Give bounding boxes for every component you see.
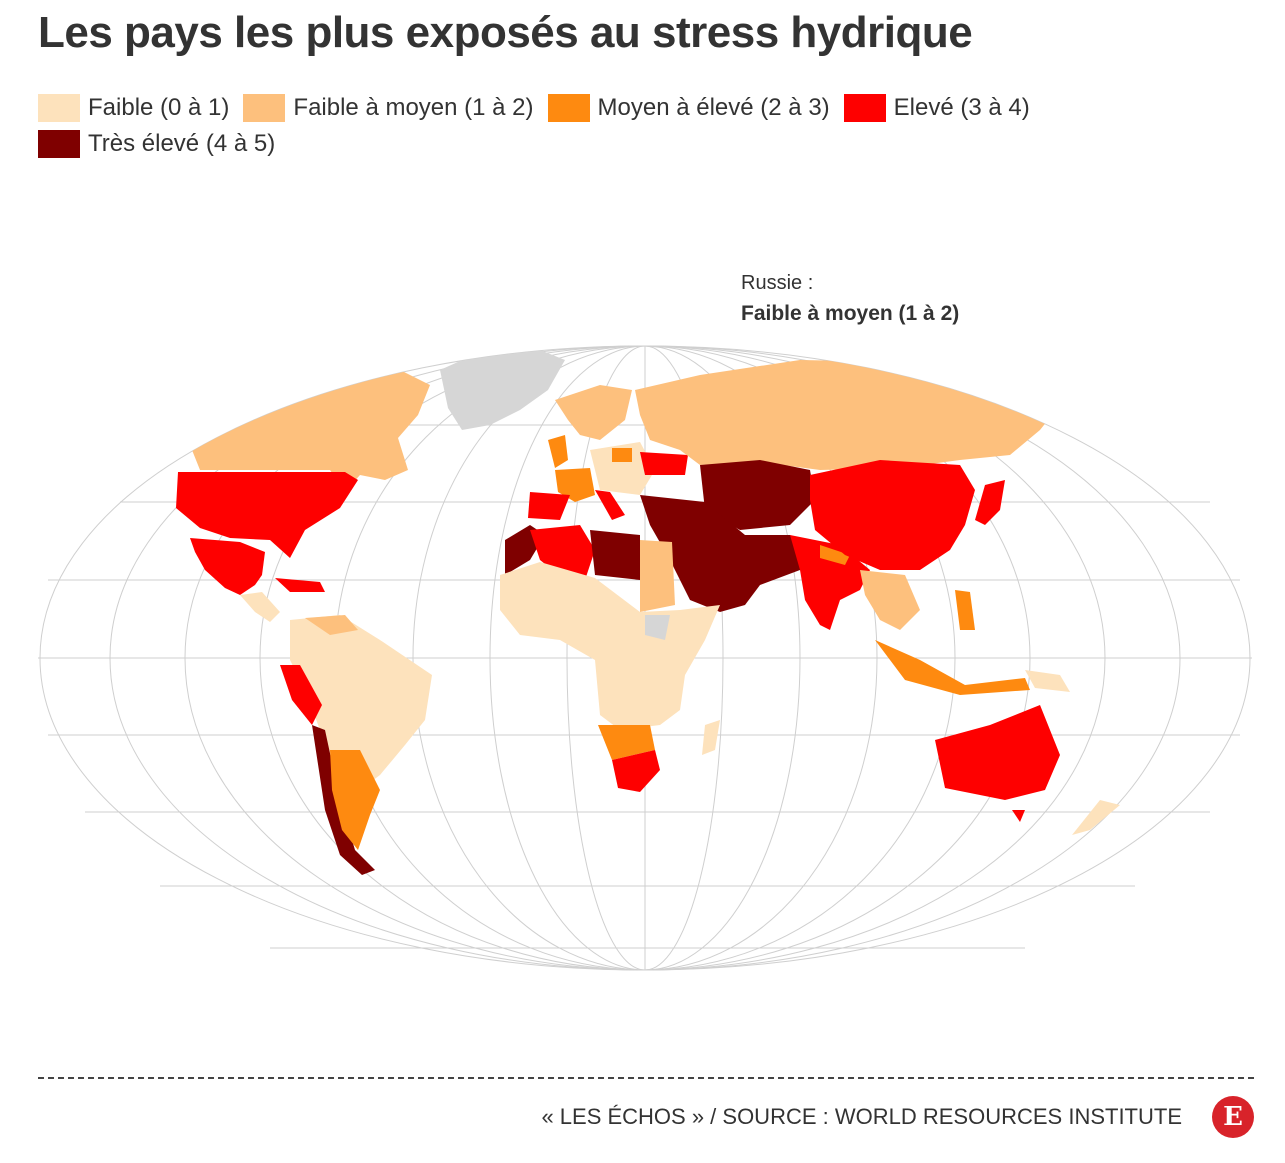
country-venezuela[interactable] (305, 615, 358, 635)
legend-label: Faible à moyen (1 à 2) (293, 94, 534, 121)
legend-item-moyen-eleve: Moyen à élevé (2 à 3) (547, 93, 830, 123)
legend: Faible (0 à 1) Faible à moyen (1 à 2) Mo… (38, 93, 1138, 159)
tooltip-value: Faible à moyen (1 à 2) (741, 302, 960, 325)
country-uk[interactable] (548, 435, 568, 468)
world-map[interactable] (0, 330, 1285, 980)
country-china[interactable] (810, 460, 975, 570)
country-egypt-sudan[interactable] (640, 540, 675, 612)
country-australia[interactable] (935, 705, 1060, 800)
country-scandinavia[interactable] (555, 385, 632, 440)
legend-item-faible-moyen: Faible à moyen (1 à 2) (243, 93, 534, 123)
country-nepal-bangladesh[interactable] (820, 545, 850, 565)
country-spain[interactable] (528, 492, 570, 520)
country-greenland[interactable] (440, 350, 565, 430)
tooltip-country: Russie : (741, 272, 814, 294)
country-usa[interactable] (176, 472, 358, 558)
country-india[interactable] (790, 535, 870, 630)
country-southeast-asia[interactable] (860, 570, 920, 630)
chart-title: Les pays les plus exposés au stress hydr… (38, 8, 973, 57)
country-algeria[interactable] (530, 525, 595, 580)
legend-item-tres-eleve: Très élevé (4 à 5) (38, 129, 275, 159)
country-new-zealand[interactable] (1072, 800, 1120, 835)
country-horn-africa[interactable] (645, 615, 670, 640)
legend-label: Moyen à élevé (2 à 3) (597, 94, 830, 121)
legend-swatch (547, 94, 590, 122)
country-peru[interactable] (280, 665, 322, 725)
map-tooltip: Russie : Faible à moyen (1 à 2) (741, 272, 959, 326)
country-mexico[interactable] (190, 538, 265, 595)
source-credit: « LES ÉCHOS » / SOURCE : WORLD RESOURCES… (541, 1104, 1182, 1129)
country-ukraine[interactable] (640, 452, 688, 475)
country-philippines[interactable] (955, 590, 975, 630)
countries[interactable] (160, 350, 1145, 875)
legend-label: Elevé (3 à 4) (893, 94, 1030, 121)
country-south-africa[interactable] (612, 750, 660, 792)
country-central-america[interactable] (240, 592, 280, 622)
country-argentina[interactable] (330, 750, 380, 850)
legend-label: Très élevé (4 à 5) (88, 130, 276, 157)
legend-item-faible: Faible (0 à 1) (38, 93, 229, 123)
les-echos-logo: E (1212, 1096, 1254, 1138)
country-papua[interactable] (1025, 670, 1070, 692)
legend-label: Faible (0 à 1) (88, 94, 230, 121)
country-caribbean[interactable] (275, 578, 325, 592)
country-madagascar[interactable] (702, 720, 720, 755)
country-middle-east[interactable] (640, 495, 815, 612)
country-tasmania[interactable] (1012, 810, 1025, 822)
country-france[interactable] (555, 468, 595, 502)
country-poland[interactable] (612, 448, 632, 462)
country-russia-far-east[interactable] (1060, 392, 1145, 448)
country-russia[interactable] (635, 360, 1060, 470)
country-sub-saharan-africa[interactable] (500, 562, 720, 730)
country-alaska[interactable] (160, 398, 232, 440)
country-italy[interactable] (595, 490, 625, 520)
legend-swatch (843, 94, 886, 122)
footer-divider (38, 1077, 1254, 1079)
legend-swatch (38, 130, 80, 158)
country-libya[interactable] (590, 530, 640, 580)
country-botswana-namibia[interactable] (598, 725, 655, 760)
legend-swatch (243, 94, 286, 122)
country-chile[interactable] (312, 725, 375, 875)
country-central-europe[interactable] (590, 442, 655, 495)
legend-item-eleve: Elevé (3 à 4) (843, 93, 1030, 123)
country-indonesia[interactable] (875, 640, 1030, 695)
legend-swatch (38, 94, 80, 122)
country-central-asia[interactable] (700, 460, 815, 530)
country-japan[interactable] (975, 480, 1005, 525)
